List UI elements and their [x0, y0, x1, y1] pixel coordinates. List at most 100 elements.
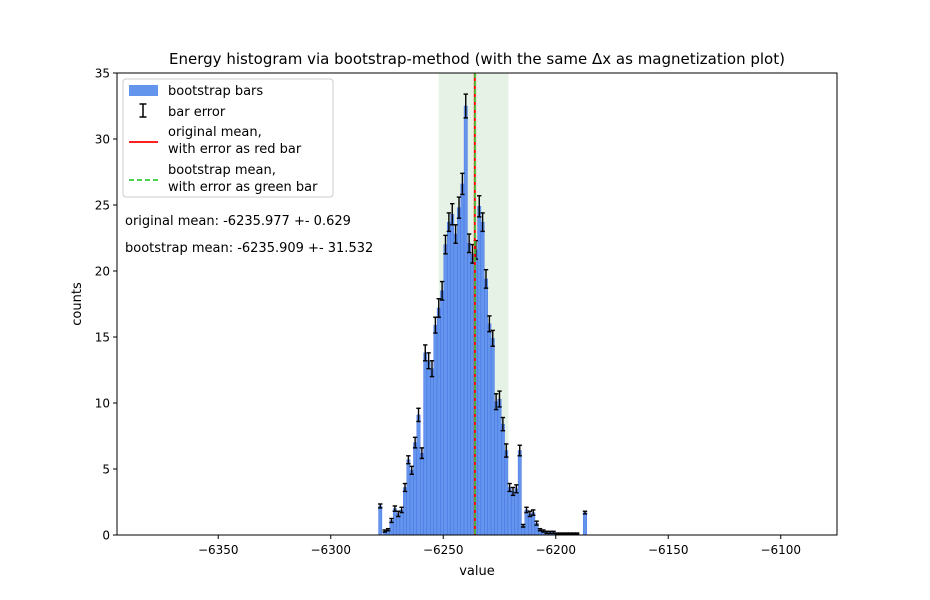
error-bar	[382, 529, 387, 533]
error-bar	[480, 212, 485, 233]
histogram-bar	[430, 368, 434, 536]
histogram-bar	[416, 414, 421, 536]
error-bar	[534, 520, 539, 526]
x-tick-label: −6150	[648, 543, 689, 557]
error-bar	[409, 465, 414, 475]
error-bar	[582, 510, 588, 515]
plot-frame	[116, 72, 838, 536]
error-bar	[531, 509, 536, 516]
error-bar	[429, 360, 435, 378]
histogram-bar	[511, 491, 515, 536]
error-bar	[477, 195, 482, 218]
error-bar	[453, 224, 458, 244]
legend-label-bar-error: bar error	[168, 105, 226, 120]
x-tick-label: −6250	[423, 543, 464, 557]
x-tick-label: −6350	[198, 543, 239, 557]
histogram-bar	[507, 487, 512, 536]
histogram-bar	[463, 105, 468, 536]
error-bar	[396, 510, 401, 518]
error-bar	[514, 484, 519, 494]
legend-label-bootstrap-mean-line1: bootstrap mean,	[168, 163, 276, 178]
error-bar	[537, 527, 543, 532]
histogram-bar	[583, 512, 587, 536]
original-mean-annotation: original mean: -6235.977 +- 0.629	[125, 214, 351, 229]
y-tick-label: 30	[95, 133, 110, 147]
y-tick-label: 25	[95, 199, 110, 213]
error-bar	[456, 196, 462, 219]
legend: bootstrap bars bar error original mean, …	[122, 78, 334, 198]
y-tick-label: 20	[95, 265, 110, 279]
mean-lines	[473, 73, 477, 535]
histogram-bar	[443, 244, 448, 536]
error-bar	[500, 416, 506, 432]
histogram-bar	[423, 352, 428, 536]
x-tick-label: −6300	[310, 543, 351, 557]
error-bar	[460, 172, 465, 196]
x-tick-label: −6100	[760, 543, 801, 557]
error-bar	[524, 506, 529, 514]
error-bar	[389, 517, 394, 524]
error-bar	[497, 390, 502, 408]
histogram-bar	[457, 207, 461, 536]
error-bar	[426, 352, 431, 370]
histogram-bar	[403, 487, 407, 536]
error-bar	[446, 212, 452, 233]
histogram-bar	[494, 401, 499, 536]
error-bar	[402, 482, 408, 493]
error-bar	[487, 315, 492, 333]
error-bar	[378, 503, 383, 509]
histogram-bar	[460, 183, 465, 536]
error-bar	[463, 93, 468, 119]
error-bar	[507, 482, 512, 493]
legend-label-bootstrap-mean-line2: with error as green bar	[168, 180, 318, 195]
histogram-bar	[419, 452, 424, 536]
histogram-bar	[440, 290, 445, 536]
y-axis-ticks: 0 5 10 15 20 25 30 35	[95, 67, 117, 543]
histogram-bar	[504, 450, 509, 536]
error-bar	[490, 329, 495, 347]
histogram-bar	[477, 206, 482, 536]
histogram-bar	[487, 323, 492, 536]
error-bar	[385, 527, 391, 532]
histogram-bar	[453, 233, 458, 536]
histogram-bar	[399, 509, 404, 536]
error-bar	[493, 393, 499, 411]
legend-label-original-mean-line2: with error as red bar	[168, 142, 302, 157]
plot-area: −6350 −6300 −6250 −6200 −6150 −6100 0 5 10 15 20 2…	[95, 67, 838, 557]
x-axis-ticks: −6350 −6300 −6250 −6200 −6150 −6100	[198, 535, 801, 557]
histogram-bar	[409, 470, 414, 536]
histogram-bar	[484, 278, 488, 536]
legend-label-original-mean-line1: original mean,	[168, 125, 262, 140]
error-bar	[541, 529, 546, 533]
chart-title: Energy histogram via bootstrap-method (w…	[169, 50, 785, 68]
legend-bar-swatch	[129, 85, 158, 96]
error-bar	[517, 444, 522, 457]
error-bar	[406, 455, 411, 465]
error-bar	[483, 268, 489, 289]
error-bar	[416, 407, 421, 423]
legend-box	[122, 78, 334, 198]
error-bar	[419, 447, 425, 460]
histogram-bar	[524, 509, 529, 536]
error-bar	[520, 523, 526, 528]
histogram-bar	[500, 423, 505, 536]
error-bar	[439, 280, 445, 301]
legend-label-bootstrap-bars: bootstrap bars	[168, 84, 263, 99]
error-bar	[423, 344, 428, 362]
error-bar	[470, 243, 475, 264]
y-tick-label: 35	[95, 67, 110, 81]
y-tick-label: 10	[95, 397, 110, 411]
histogram-bar	[497, 398, 502, 536]
histogram-bar	[450, 214, 455, 536]
legend-errorbar-swatch	[139, 103, 147, 118]
error-bar	[436, 298, 441, 318]
histogram-bar	[433, 324, 438, 536]
error-bar	[443, 234, 448, 255]
y-tick-label: 5	[102, 463, 110, 477]
histogram-bar	[426, 360, 431, 536]
bootstrap-mean-annotation: bootstrap mean: -6235.909 +- 31.532	[125, 241, 373, 256]
y-axis-label: counts	[70, 282, 85, 326]
histogram-bar	[490, 338, 495, 536]
y-tick-label: 15	[95, 331, 110, 345]
